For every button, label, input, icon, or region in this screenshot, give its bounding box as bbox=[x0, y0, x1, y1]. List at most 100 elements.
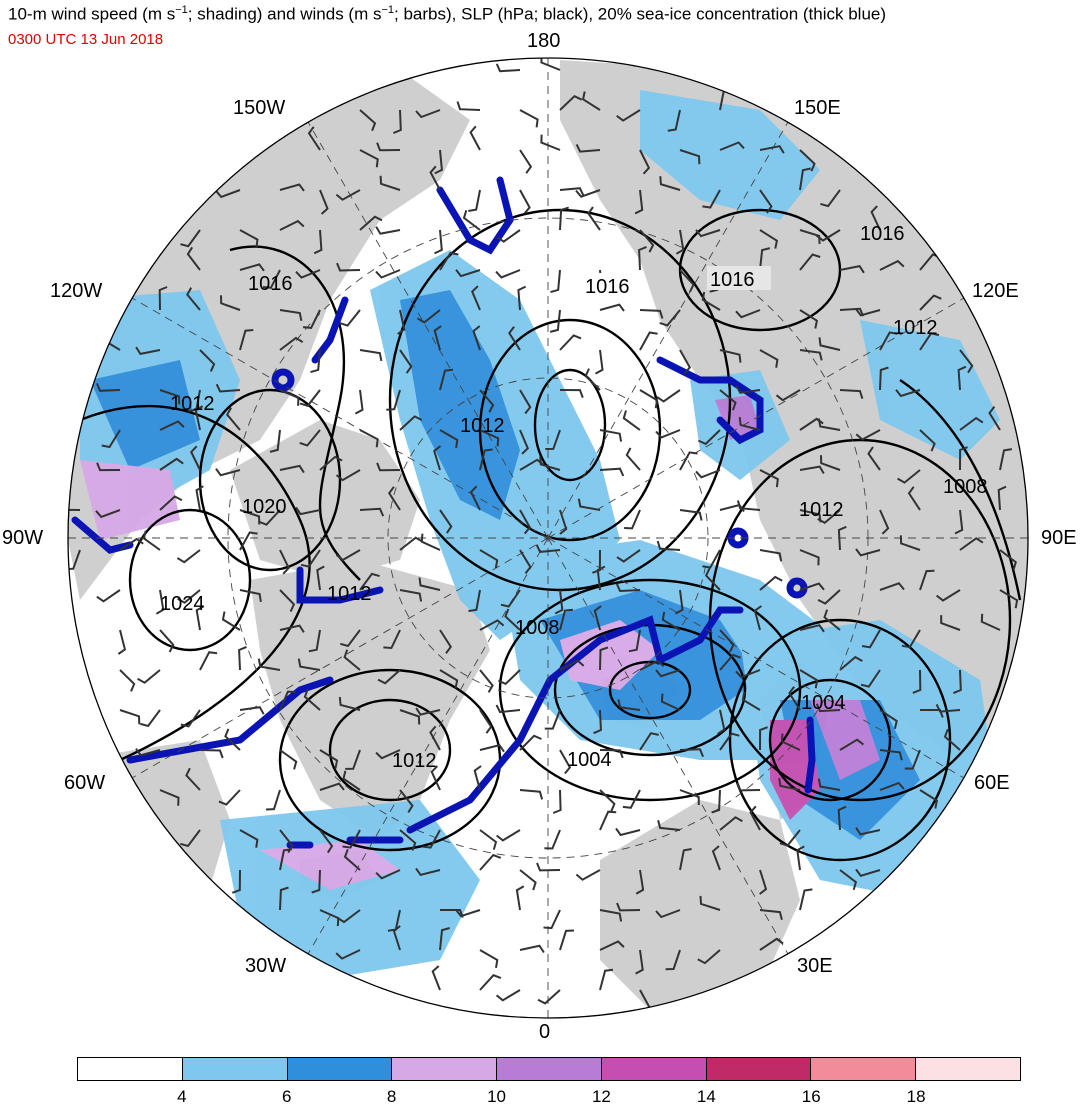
wind-barb bbox=[376, 462, 401, 472]
wind-barb bbox=[665, 949, 681, 971]
wind-barb bbox=[258, 509, 281, 526]
wind-barb bbox=[817, 589, 841, 605]
wind-barb bbox=[879, 509, 890, 535]
wind-barb bbox=[823, 609, 841, 631]
wind-barb bbox=[383, 629, 401, 650]
wind-barb bbox=[639, 309, 664, 319]
wind-barb bbox=[901, 629, 921, 649]
wind-barb bbox=[158, 286, 168, 311]
wind-barb bbox=[899, 535, 921, 551]
wind-barb bbox=[879, 709, 898, 730]
wind-barb bbox=[379, 175, 401, 191]
wind-barb bbox=[239, 229, 259, 248]
wind-barb bbox=[456, 101, 481, 111]
wind-barb bbox=[954, 509, 964, 535]
wind-barb bbox=[375, 869, 401, 880]
wind-barb bbox=[625, 447, 641, 471]
wind-barb bbox=[575, 143, 601, 153]
wind-barb bbox=[137, 669, 161, 684]
wind-barb bbox=[416, 309, 441, 324]
wind-barb bbox=[999, 549, 1017, 571]
wind-barb bbox=[599, 810, 617, 831]
lon-label-120w: 120W bbox=[50, 280, 103, 302]
wind-barb bbox=[679, 848, 692, 871]
wind-barb bbox=[439, 251, 459, 271]
wind-barb bbox=[919, 332, 940, 351]
colorbar-bin bbox=[601, 1058, 707, 1080]
wind-barb bbox=[517, 285, 527, 311]
wind-barb bbox=[702, 189, 721, 209]
land-canadian-archipelago bbox=[230, 420, 420, 580]
wind-barb bbox=[959, 349, 974, 374]
wind-barb bbox=[817, 418, 841, 431]
wind-barb bbox=[313, 229, 323, 255]
wind-barb bbox=[279, 848, 292, 871]
wind-barb bbox=[788, 686, 801, 711]
slp-label: 1012 bbox=[799, 499, 844, 521]
wind-barb bbox=[753, 605, 762, 631]
isobar-1012-west bbox=[79, 404, 311, 762]
graticule bbox=[68, 58, 1028, 1018]
wind-barb bbox=[735, 385, 761, 394]
wind-barb bbox=[697, 949, 721, 965]
wind-barb bbox=[839, 264, 865, 274]
wind-barb bbox=[919, 429, 936, 452]
isobar-1020-canada bbox=[198, 388, 342, 572]
wind-barb bbox=[386, 389, 401, 411]
wind-barb bbox=[135, 748, 161, 757]
wind-barb bbox=[399, 589, 423, 602]
wind-barb bbox=[279, 183, 305, 192]
wind-barb bbox=[186, 287, 201, 311]
colorbar-tick-label: 6 bbox=[282, 1087, 292, 1106]
wind-barb bbox=[639, 149, 651, 175]
wind-barb bbox=[815, 229, 841, 242]
wind-barb bbox=[299, 429, 321, 447]
wind-barb bbox=[279, 389, 300, 406]
wind-barb bbox=[635, 869, 645, 895]
wind-barb bbox=[221, 611, 241, 631]
wind-barb bbox=[519, 149, 533, 174]
colorbar-bin bbox=[287, 1058, 393, 1080]
wind-barb bbox=[519, 189, 531, 215]
wind-barb bbox=[377, 669, 401, 685]
wind-barb bbox=[119, 709, 141, 725]
wind-barb bbox=[879, 366, 889, 391]
wind-barb bbox=[544, 709, 561, 730]
wind-barb bbox=[855, 308, 881, 317]
wind-barb bbox=[519, 734, 542, 751]
wind-barb bbox=[711, 789, 721, 814]
wind-barb bbox=[679, 149, 701, 165]
wind-barb bbox=[735, 309, 761, 319]
wind-barb bbox=[479, 448, 493, 471]
wind-barb bbox=[759, 189, 773, 214]
wind-barb bbox=[719, 141, 745, 151]
wind-barb bbox=[919, 294, 942, 311]
ice-edge-iceland bbox=[286, 836, 404, 849]
wind-barb bbox=[279, 589, 296, 613]
wind-barb bbox=[738, 416, 761, 431]
wind-barb bbox=[799, 669, 819, 689]
wind-barb bbox=[479, 549, 499, 569]
wind-barb bbox=[697, 429, 721, 446]
wind-barb bbox=[340, 629, 361, 648]
wind-barb bbox=[584, 368, 601, 391]
slp-label: 1024 bbox=[160, 593, 205, 615]
wind-barb bbox=[879, 259, 905, 271]
wind-barb bbox=[587, 206, 601, 231]
lon-label-0: 0 bbox=[539, 1021, 551, 1043]
isobar-1024-canada bbox=[128, 508, 252, 652]
wind-barb bbox=[628, 629, 641, 653]
wind-barb bbox=[675, 229, 685, 255]
wind-barb bbox=[695, 229, 721, 238]
wind-barb bbox=[559, 659, 585, 671]
wind-barb bbox=[775, 389, 801, 402]
wind-barb bbox=[96, 462, 121, 472]
wind-barb bbox=[399, 536, 424, 551]
map-border bbox=[67, 57, 1029, 1019]
isobar-1008-east bbox=[899, 379, 1022, 601]
wind-barb bbox=[536, 862, 561, 872]
wind-barb bbox=[519, 869, 537, 891]
wind-barb bbox=[439, 669, 459, 689]
wind-barb bbox=[468, 189, 481, 212]
